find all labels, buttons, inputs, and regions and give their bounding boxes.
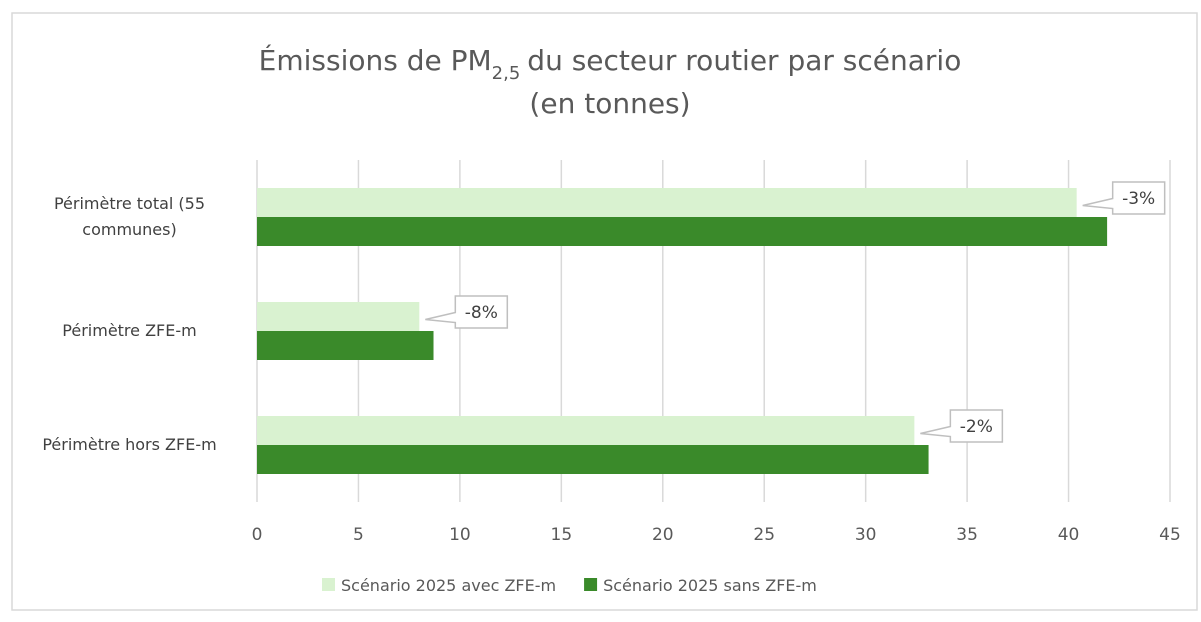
- legend-swatch: [322, 578, 335, 591]
- x-tick-label: 35: [956, 525, 978, 545]
- callout-label: -3%: [1122, 189, 1155, 209]
- title-subscript: 2,5: [492, 63, 521, 84]
- title-text: du secteur routier par scénario: [527, 44, 961, 77]
- bar: [257, 217, 1108, 246]
- x-tick-label: 15: [551, 525, 573, 545]
- x-tick-label: 0: [252, 525, 263, 545]
- title-text: Émissions de PM: [259, 43, 492, 77]
- bar: [257, 188, 1077, 217]
- bar: [257, 331, 434, 360]
- x-tick-label: 30: [855, 525, 877, 545]
- legend-swatch: [584, 578, 598, 591]
- x-tick-label: 25: [753, 525, 775, 545]
- category-label: Périmètre hors ZFE-m: [42, 435, 217, 454]
- chart-title: (en tonnes): [529, 87, 690, 120]
- x-tick-label: 45: [1159, 525, 1181, 545]
- category-label: Périmètre total (55 communes): [53, 194, 206, 239]
- legend-label: Scénario 2025 sans ZFE-m: [603, 576, 817, 595]
- callout-box: [1082, 181, 1166, 215]
- callout-box: [425, 295, 509, 329]
- bar: [257, 445, 929, 474]
- x-tick-label: 20: [652, 525, 674, 545]
- callout-label: -2%: [960, 417, 993, 437]
- legend-label: Scénario 2025 avec ZFE-m: [341, 576, 556, 595]
- bar: [257, 416, 915, 445]
- chart-title: Émissions de PM2,5 du secteur routier par…: [259, 43, 962, 84]
- x-tick-label: 40: [1058, 525, 1080, 545]
- bar: [257, 302, 420, 331]
- x-tick-label: 5: [353, 525, 364, 545]
- callout-box: [920, 409, 1004, 443]
- category-label: Périmètre ZFE-m: [62, 321, 197, 340]
- callout-label: -8%: [465, 303, 498, 323]
- chart-border: [11, 12, 1198, 611]
- x-tick-label: 10: [449, 525, 471, 545]
